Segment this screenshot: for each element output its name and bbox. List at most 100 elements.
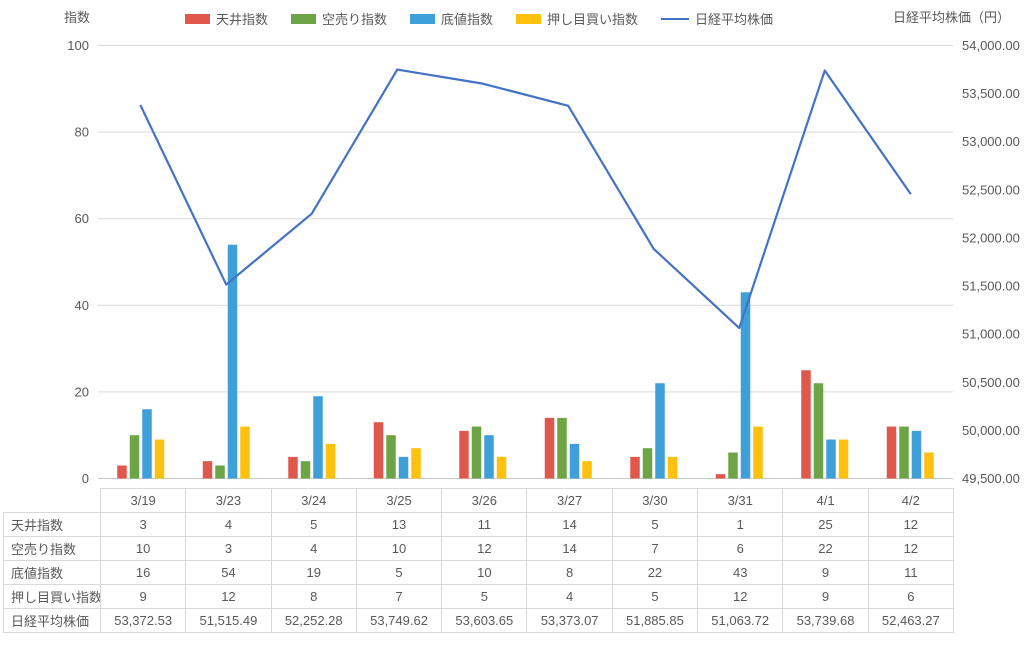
table-value-cell: 1 — [697, 512, 784, 537]
table-value-cell: 53,372.53 — [99, 608, 187, 633]
table-date-header: 3/25 — [355, 488, 443, 513]
bar-空売り指数 — [557, 417, 567, 479]
right-axis-tick-label: 53,500.00 — [962, 86, 1020, 101]
table-value-cell: 51,063.72 — [697, 608, 784, 633]
bar-底値指数 — [911, 430, 922, 479]
table-value-cell: 52,463.27 — [867, 608, 954, 633]
legend-label: 日経平均株価 — [695, 12, 774, 27]
table-value-cell: 10 — [355, 536, 443, 561]
bar-空売り指数 — [899, 426, 909, 479]
chart-plot-area: 0 20 40 60 80 100 49,500.00 50,000.00 50,500.00 5… — [67, 38, 1020, 486]
bar-空売り指数 — [813, 383, 824, 479]
table-value-cell: 10 — [441, 560, 528, 585]
table-value-cell: 7 — [355, 584, 443, 609]
bar-押し目買い指数 — [582, 461, 592, 479]
table-row-label: 底値指数 — [3, 560, 101, 585]
bar-天井指数 — [886, 426, 897, 479]
right-axis-tick-label: 54,000.00 — [962, 38, 1020, 53]
table-value-cell: 6 — [867, 584, 954, 609]
table-value-cell: 14 — [526, 536, 613, 561]
bar-押し目買い指数 — [154, 439, 165, 479]
table-value-cell: 53,739.68 — [782, 608, 869, 633]
table-row-空売り指数: 空売り指数 10 3 4 10 12 14 7 6 22 12 — [3, 536, 954, 561]
bar-空売り指数 — [642, 448, 653, 479]
right-axis-tick-label: 53,000.00 — [962, 134, 1020, 149]
table-value-cell: 6 — [697, 536, 784, 561]
table-value-cell: 7 — [611, 536, 699, 561]
table-corner-cell — [3, 488, 101, 513]
table-value-cell: 4 — [185, 512, 272, 537]
right-axis-tick-label: 52,500.00 — [962, 182, 1020, 197]
table-value-cell: 53,603.65 — [441, 608, 528, 633]
table-date-header: 4/2 — [867, 488, 954, 513]
legend-label: 底値指数 — [440, 12, 493, 27]
bar-天井指数 — [715, 474, 726, 479]
chart-legend: 天井指数 空売り指数 底値指数 押し目買い指数 日経平均株価 — [0, 9, 958, 28]
right-axis-tick-label: 52,000.00 — [962, 230, 1020, 245]
bar-天井指数 — [801, 370, 811, 479]
right-axis-tick-label: 51,500.00 — [962, 279, 1020, 294]
bar-空売り指数 — [728, 452, 738, 479]
bar-swatch-icon — [409, 13, 435, 24]
table-value-cell: 12 — [867, 536, 954, 561]
bar-天井指数 — [630, 456, 640, 479]
bar-天井指数 — [373, 422, 384, 479]
table-value-cell: 5 — [611, 584, 699, 609]
left-axis-tick-label: 60 — [75, 211, 89, 226]
table-value-cell: 5 — [611, 512, 699, 537]
right-axis-title: 日経平均株価（円） — [892, 10, 1010, 25]
table-date-header: 3/31 — [697, 488, 784, 513]
table-header-row: 3/19 3/23 3/24 3/25 3/26 3/27 3/30 3/31 4/1 4/2 — [3, 488, 954, 513]
table-date-header: 3/23 — [185, 488, 272, 513]
table-value-cell: 4 — [270, 536, 357, 561]
table-row-底値指数: 底値指数 16 54 19 5 10 8 22 43 9 11 — [3, 560, 954, 585]
bar-空売り指数 — [215, 465, 225, 479]
bar-押し目買い指数 — [924, 452, 934, 479]
bar-押し目買い指数 — [411, 448, 421, 479]
left-axis-tick-label: 20 — [75, 384, 89, 399]
table-value-cell: 10 — [99, 536, 187, 561]
table-value-cell: 5 — [355, 560, 443, 585]
table-value-cell: 43 — [697, 560, 784, 585]
table-row-日経平均株価: 日経平均株価 53,372.53 51,515.49 52,252.28 53,749.… — [3, 608, 954, 633]
left-axis-tick-label: 100 — [67, 38, 89, 53]
table-value-cell: 3 — [185, 536, 272, 561]
left-axis-tick-label: 80 — [75, 125, 89, 140]
left-axis-tick-label: 40 — [75, 298, 89, 313]
table-value-cell: 8 — [270, 584, 357, 609]
table-value-cell: 22 — [611, 560, 699, 585]
right-axis-tick-label: 50,500.00 — [962, 375, 1020, 390]
bar-swatch-icon — [516, 13, 541, 24]
bar-底値指数 — [655, 383, 665, 479]
legend-item-底値指数: 底値指数 — [409, 9, 493, 28]
table-value-cell: 52,252.28 — [270, 608, 357, 633]
table-row-押し目買い指数: 押し目買い指数 9 12 8 7 5 4 5 12 9 6 — [3, 584, 954, 609]
table-date-header: 3/30 — [611, 488, 699, 513]
table-row-label: 日経平均株価 — [3, 608, 101, 633]
table-value-cell: 12 — [697, 584, 784, 609]
table-date-header: 3/24 — [270, 488, 357, 513]
table-value-cell: 14 — [526, 512, 613, 537]
legend-item-天井指数: 天井指数 — [184, 9, 268, 28]
bar-底値指数 — [826, 439, 836, 479]
bar-空売り指数 — [129, 435, 140, 479]
bar-押し目買い指数 — [838, 439, 849, 479]
table-date-header: 3/19 — [99, 488, 187, 513]
table-row-label: 押し目買い指数 — [3, 584, 101, 609]
left-axis-title: 指数 — [64, 10, 91, 25]
chart-data-table: 3/19 3/23 3/24 3/25 3/26 3/27 3/30 3/31 4/1 4/2 天井… — [3, 488, 954, 633]
table-value-cell: 5 — [441, 584, 528, 609]
bar-押し目買い指数 — [496, 456, 507, 479]
table-value-cell: 54 — [185, 560, 272, 585]
table-value-cell: 25 — [782, 512, 869, 537]
table-row-label: 空売り指数 — [3, 536, 101, 561]
bar-底値指数 — [142, 409, 152, 479]
table-value-cell: 53,373.07 — [526, 608, 613, 633]
table-value-cell: 22 — [782, 536, 869, 561]
bar-天井指数 — [117, 465, 127, 479]
bar-空売り指数 — [300, 461, 311, 479]
table-value-cell: 12 — [185, 584, 272, 609]
bar-底値指数 — [740, 292, 751, 479]
bar-天井指数 — [459, 430, 469, 479]
table-date-header: 3/26 — [441, 488, 528, 513]
